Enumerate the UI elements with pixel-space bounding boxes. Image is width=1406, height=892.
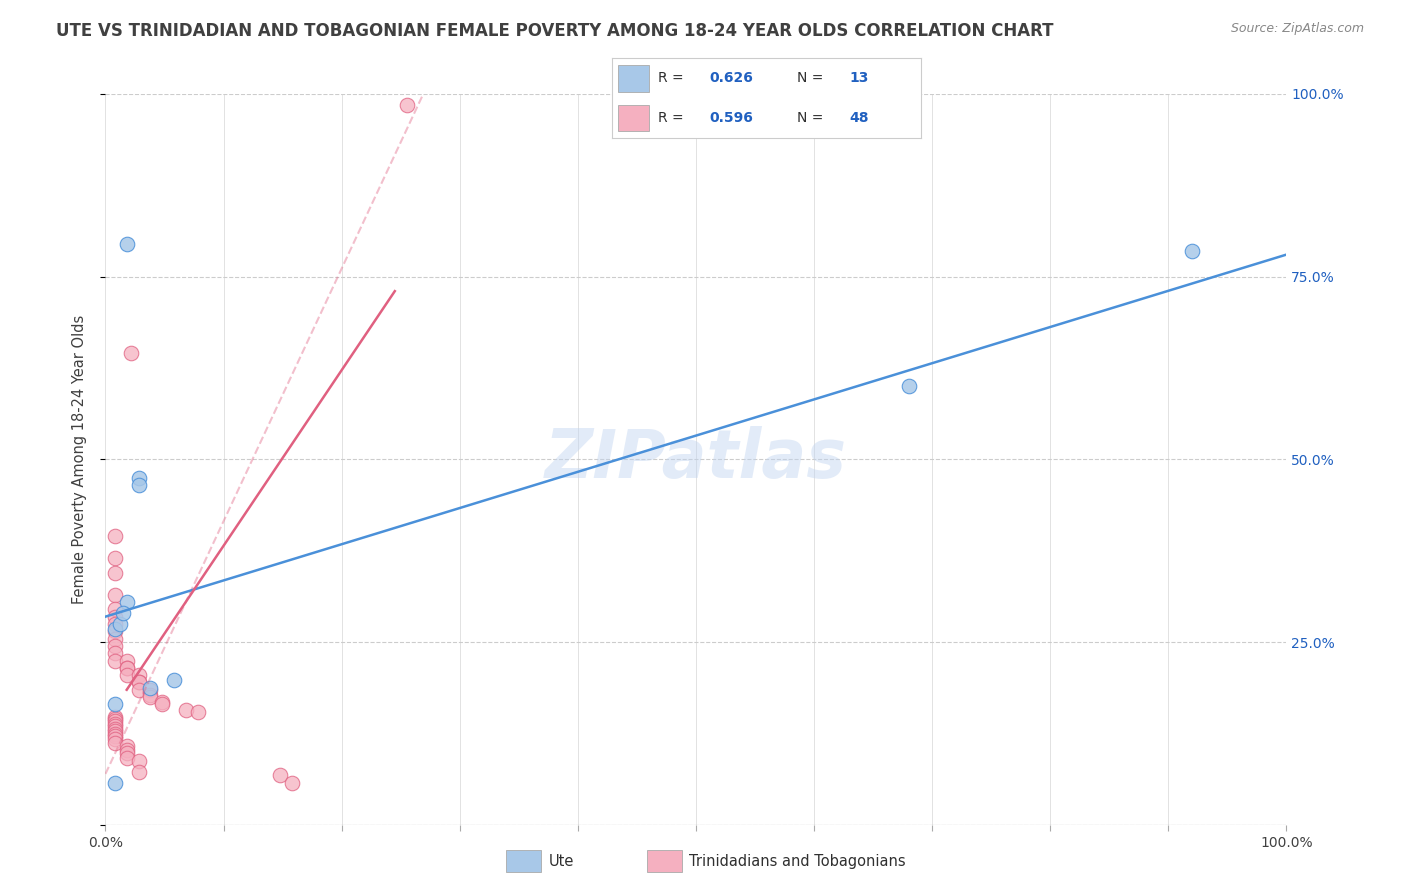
Point xyxy=(163,673,186,688)
Point xyxy=(104,566,127,580)
Text: Source: ZipAtlas.com: Source: ZipAtlas.com xyxy=(1230,22,1364,36)
Point xyxy=(115,661,138,675)
Point xyxy=(115,236,138,251)
Text: 48: 48 xyxy=(849,111,869,125)
Point xyxy=(104,551,127,566)
Text: 13: 13 xyxy=(849,71,869,86)
Point xyxy=(128,765,150,780)
Point xyxy=(269,768,291,782)
Point xyxy=(139,688,162,702)
Point xyxy=(115,653,138,667)
Text: 0.596: 0.596 xyxy=(709,111,754,125)
FancyBboxPatch shape xyxy=(617,65,648,92)
Point xyxy=(187,705,209,719)
Point xyxy=(120,346,142,360)
FancyBboxPatch shape xyxy=(617,104,648,131)
Point xyxy=(104,602,127,616)
Point xyxy=(128,478,150,492)
Point xyxy=(104,698,127,712)
Point xyxy=(128,471,150,485)
Point xyxy=(115,747,138,761)
Text: Ute: Ute xyxy=(548,855,574,869)
Point xyxy=(104,632,127,646)
Point xyxy=(104,726,127,740)
Point xyxy=(115,668,138,682)
Point xyxy=(897,379,920,393)
Point xyxy=(104,529,127,543)
Point xyxy=(174,702,197,716)
Point xyxy=(139,682,162,697)
Point xyxy=(104,588,127,602)
Point xyxy=(115,743,138,757)
Point xyxy=(104,639,127,653)
Point xyxy=(128,675,150,690)
Point xyxy=(139,681,162,695)
Point xyxy=(108,617,131,632)
Text: UTE VS TRINIDADIAN AND TOBAGONIAN FEMALE POVERTY AMONG 18-24 YEAR OLDS CORRELATI: UTE VS TRINIDADIAN AND TOBAGONIAN FEMALE… xyxy=(56,22,1053,40)
Text: N =: N = xyxy=(797,111,828,125)
Point xyxy=(104,736,127,750)
Point xyxy=(128,668,150,682)
Text: N =: N = xyxy=(797,71,828,86)
Point xyxy=(128,675,150,690)
Point xyxy=(104,722,127,736)
Point xyxy=(104,775,127,789)
Point xyxy=(150,698,173,712)
Point xyxy=(104,622,127,636)
Point xyxy=(104,729,127,743)
Point xyxy=(115,661,138,675)
Point xyxy=(104,717,127,731)
Point xyxy=(104,714,127,729)
Point xyxy=(104,731,127,746)
Text: R =: R = xyxy=(658,71,688,86)
Point xyxy=(395,97,418,112)
Point xyxy=(128,754,150,768)
Point xyxy=(115,751,138,765)
Y-axis label: Female Poverty Among 18-24 Year Olds: Female Poverty Among 18-24 Year Olds xyxy=(72,315,87,604)
Point xyxy=(104,624,127,639)
Point xyxy=(112,606,135,620)
Point xyxy=(150,695,173,709)
Point xyxy=(128,682,150,697)
Point xyxy=(1181,244,1204,258)
Point xyxy=(139,690,162,705)
Point xyxy=(281,775,304,789)
Point xyxy=(104,710,127,724)
Point xyxy=(104,712,127,726)
Point xyxy=(104,653,127,667)
Text: 0.626: 0.626 xyxy=(709,71,754,86)
Point xyxy=(115,595,138,609)
Point xyxy=(115,739,138,753)
Point xyxy=(104,646,127,660)
Point xyxy=(104,609,127,624)
Point xyxy=(104,617,127,632)
Point xyxy=(104,719,127,733)
Text: R =: R = xyxy=(658,111,688,125)
Text: Trinidadians and Tobagonians: Trinidadians and Tobagonians xyxy=(689,855,905,869)
Text: ZIPatlas: ZIPatlas xyxy=(546,426,846,492)
Point xyxy=(104,724,127,739)
